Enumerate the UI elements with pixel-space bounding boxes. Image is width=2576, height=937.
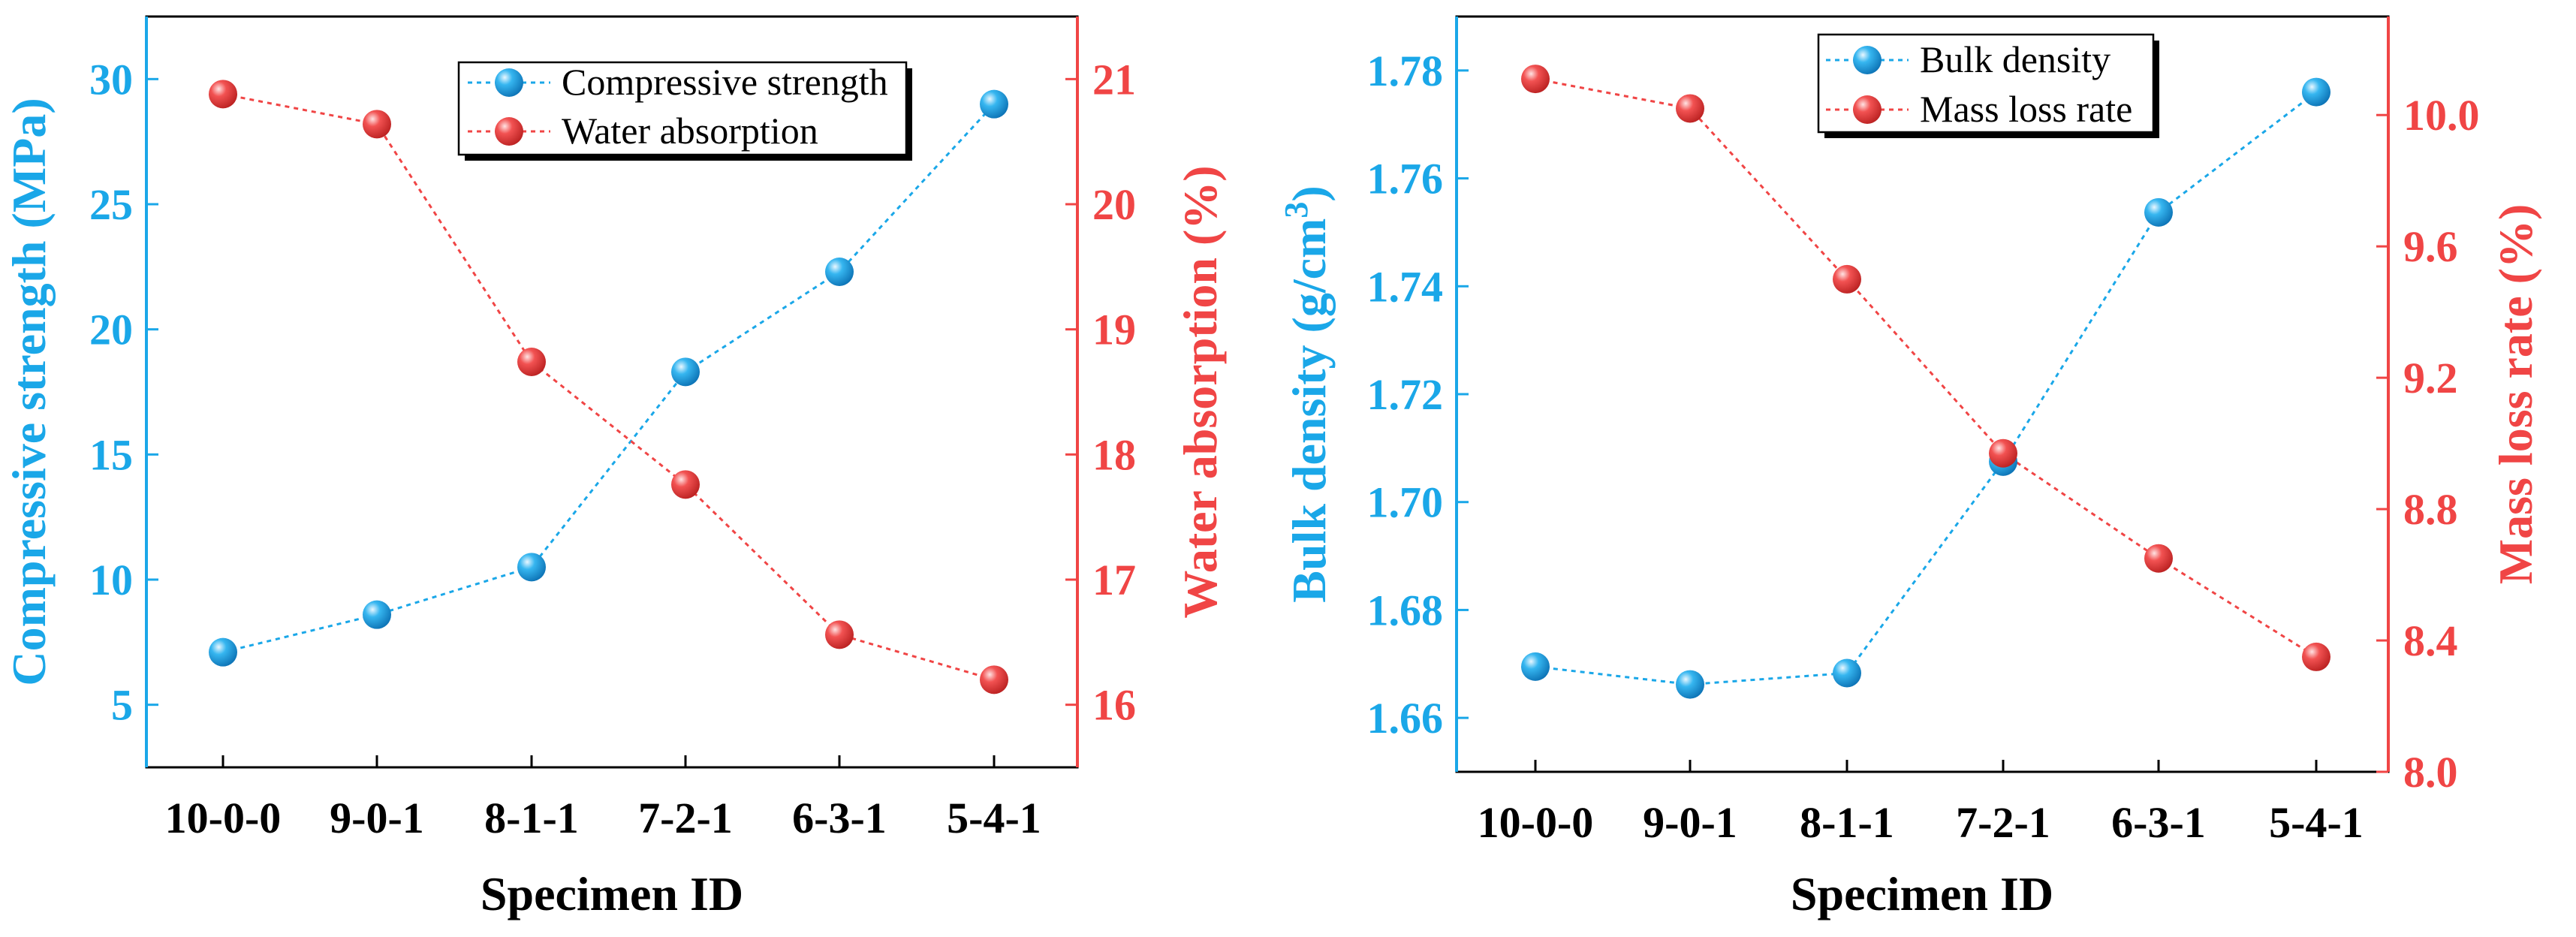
y-tick-label: 10 (89, 556, 133, 604)
chart-panel-right: 1.66 1.68 1.70 1.72 1.74 1.76 1.78 8.0 8.4 8.8 9.2… (1278, 15, 2542, 920)
chart-panel-left: 5 10 15 20 25 30 16 17 18 19 20 21 10-0-0 9-0-1 8-1-1 7… (2, 15, 1227, 920)
data-point-bulk-density-5 (2302, 77, 2330, 107)
data-point-compressive-strength-3 (671, 357, 700, 387)
y2-tick-label: 9.6 (2403, 222, 2458, 271)
legend-label-2: Water absorption (562, 110, 818, 152)
y2-tick-label: 20 (1092, 180, 1136, 229)
x-axis-title: Specimen ID (481, 867, 743, 920)
y2-tick-label: 8.4 (2403, 616, 2458, 665)
y-tick-label: 1.68 (1367, 586, 1444, 634)
data-point-water-absorption-3 (671, 470, 700, 499)
x-tick-label: 6-3-1 (2111, 798, 2206, 847)
legend: Bulk density Mass loss rate (1817, 33, 2159, 138)
legend-marker-1 (495, 68, 523, 97)
y-tick-label: 20 (89, 306, 133, 354)
legend-marker-2 (495, 117, 523, 146)
y2-tick-label: 19 (1092, 306, 1136, 354)
data-point-bulk-density-2 (1833, 658, 1861, 688)
legend: Compressive strength Water absorption (457, 61, 912, 161)
legend-marker-2 (1853, 95, 1882, 124)
y-tick-label: 5 (111, 681, 133, 730)
y2-tick-label: 10.0 (2403, 91, 2480, 140)
data-point-water-absorption-1 (363, 110, 391, 139)
y-tick-label: 1.78 (1367, 47, 1444, 95)
data-point-mass-loss-rate-4 (2144, 544, 2173, 573)
y2-tick-label: 21 (1092, 55, 1136, 104)
y-axis-title-main: Bulk density (g/cm (1282, 218, 1336, 603)
data-point-compressive-strength-4 (825, 258, 854, 286)
x-tick-label: 9-0-1 (330, 794, 424, 842)
data-point-compressive-strength-2 (517, 553, 546, 582)
data-point-compressive-strength-1 (363, 600, 391, 629)
y2-axis-title: Water absorption (%) (1174, 165, 1227, 618)
x-tick-label: 9-0-1 (1643, 798, 1737, 847)
series-line-compressive-strength (222, 103, 996, 654)
data-point-water-absorption-2 (517, 348, 546, 376)
x-tick-label: 5-4-1 (2269, 798, 2364, 847)
x-tick-label: 7-2-1 (638, 794, 733, 842)
data-point-mass-loss-rate-2 (1833, 264, 1861, 294)
x-tick-label: 8-1-1 (484, 794, 579, 842)
data-point-bulk-density-1 (1676, 670, 1704, 699)
data-point-water-absorption-5 (980, 665, 1008, 694)
y-tick-label: 1.76 (1367, 155, 1444, 203)
legend-box (457, 61, 908, 156)
data-point-compressive-strength-5 (980, 89, 1008, 119)
x-axis-title: Specimen ID (1791, 867, 2053, 920)
data-point-mass-loss-rate-0 (1521, 65, 1550, 94)
data-point-mass-loss-rate-3 (1989, 438, 2017, 468)
y2-tick-label: 16 (1092, 681, 1136, 730)
y-tick-label: 25 (89, 180, 133, 229)
y-tick-label: 1.70 (1367, 478, 1444, 527)
y-tick-label: 30 (89, 55, 133, 104)
data-point-bulk-density-4 (2144, 197, 2173, 227)
y-axis-title: Bulk density (g/cm3) (1278, 185, 1336, 602)
legend-label-1: Bulk density (1920, 38, 2111, 80)
y2-tick-label: 18 (1092, 430, 1136, 479)
y-tick-label: 1.66 (1367, 694, 1444, 743)
data-point-water-absorption-4 (825, 620, 854, 649)
series-line-mass-loss-rate (1535, 77, 2317, 658)
y2-tick-label: 9.2 (2403, 354, 2458, 402)
legend-marker-1 (1853, 46, 1882, 74)
data-point-mass-loss-rate-1 (1676, 94, 1704, 123)
y2-tick-label: 8.0 (2403, 748, 2458, 797)
legend-label-1: Compressive strength (562, 61, 888, 103)
x-tick-label: 5-4-1 (947, 794, 1041, 842)
series-line-bulk-density (1535, 91, 2317, 686)
y2-axis-title: Mass loss rate (%) (2489, 204, 2542, 585)
y-axis-title-end: ) (1282, 185, 1336, 201)
y2-tick-label: 8.8 (2403, 485, 2458, 534)
y-tick-label: 1.72 (1367, 370, 1444, 419)
x-tick-label: 8-1-1 (1800, 798, 1894, 847)
data-point-bulk-density-0 (1521, 652, 1550, 681)
y2-tick-label: 17 (1092, 556, 1136, 604)
data-point-mass-loss-rate-5 (2302, 642, 2330, 671)
x-tick-label: 10-0-0 (165, 794, 282, 842)
y-axis-title: Compressive strength (MPa) (2, 98, 56, 685)
legend-label-2: Mass loss rate (1920, 88, 2132, 130)
y-tick-label: 1.74 (1367, 262, 1444, 311)
y-tick-label: 15 (89, 430, 133, 479)
x-tick-label: 10-0-0 (1478, 798, 1594, 847)
x-tick-label: 7-2-1 (1956, 798, 2050, 847)
data-point-water-absorption-0 (209, 80, 237, 109)
data-point-compressive-strength-0 (209, 637, 237, 667)
series-line-water-absorption (222, 92, 995, 681)
y-axis-title-sup: 3 (1278, 202, 1315, 218)
x-tick-label: 6-3-1 (792, 794, 887, 842)
